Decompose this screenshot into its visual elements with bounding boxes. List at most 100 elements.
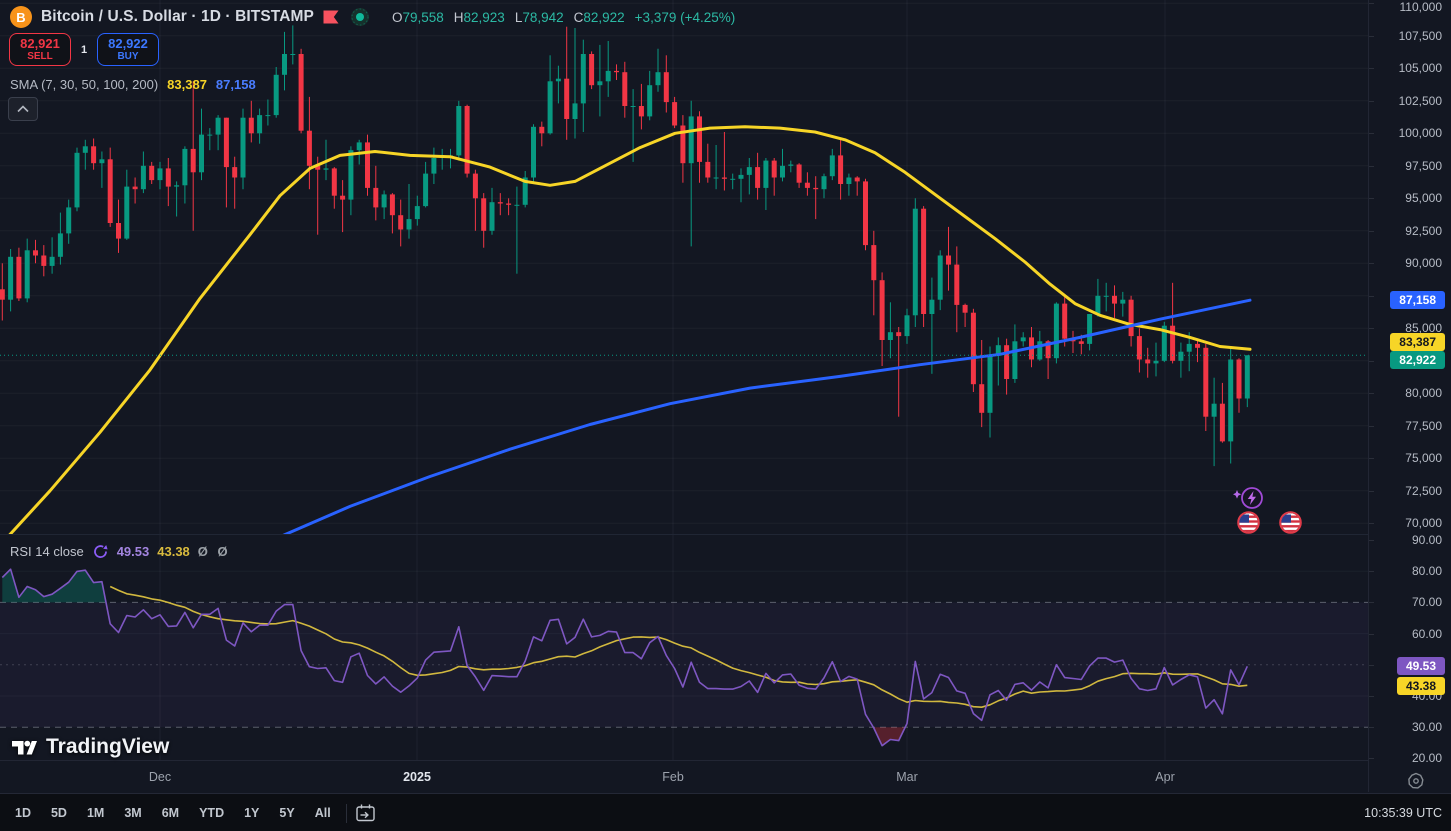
sma-fast-price-label: 83,387 (1390, 333, 1445, 351)
price-tick-mark (1369, 100, 1374, 102)
sell-price: 82,921 (20, 35, 60, 51)
buy-button[interactable]: 82,922 BUY (97, 33, 159, 66)
symbol-title[interactable]: Bitcoin / U.S. Dollar · 1D · BITSTAMP (41, 8, 314, 25)
date-range-buttons: 1D 5D 1M 3M 6M YTD 1Y 5Y All (8, 803, 338, 823)
rsi-tick-mark (1369, 664, 1374, 666)
rsi-ma-value: 43.38 (157, 544, 190, 559)
range-button-3m[interactable]: 3M (124, 806, 142, 820)
price-tick: 75,000 (1405, 451, 1442, 466)
chevron-up-icon (17, 105, 29, 113)
rsi-tick: 70.00 (1411, 595, 1442, 610)
rsi-value-label: 49.53 (1396, 657, 1445, 675)
rsi-indicator-pane[interactable] (0, 534, 1368, 760)
price-tick-mark (1369, 230, 1374, 232)
bitcoin-icon: B (10, 6, 32, 28)
buy-price: 82,922 (108, 35, 148, 51)
price-tick-mark (1369, 35, 1374, 37)
price-tick: 110,000 (1399, 0, 1443, 14)
gear-icon[interactable] (1406, 771, 1426, 791)
price-tick: 102,500 (1398, 93, 1442, 108)
tradingview-logo-icon (12, 740, 37, 755)
price-tick-mark (1369, 165, 1374, 167)
last-price-label: 82,922 (1390, 351, 1445, 369)
sma-legend-title: SMA (7, 30, 50, 100, 200) (10, 77, 159, 92)
go-to-date-button[interactable] (355, 803, 377, 823)
crypto-event-icon[interactable] (1233, 484, 1265, 517)
price-tick-mark (1369, 198, 1374, 200)
sma-slow-price-label: 87,158 (1390, 291, 1445, 309)
rsi-tick: 90.00 (1411, 533, 1442, 547)
collapse-legend-button[interactable] (8, 97, 38, 121)
bitcoin-glyph: B (16, 9, 26, 25)
rsi-tick: 80.00 (1411, 564, 1442, 579)
buy-label: BUY (117, 50, 139, 62)
rsi-legend: RSI 14 close 49.53 43.38 Ø Ø (10, 543, 231, 560)
sell-button[interactable]: 82,921 SELL (9, 33, 71, 66)
ohlc-values: O79,558 H82,923 L78,942 C82,922 +3,379 (… (392, 10, 735, 25)
low-label: L (514, 9, 523, 25)
market-status-icon[interactable] (349, 6, 371, 28)
price-tick-mark (1369, 133, 1374, 135)
sma-legend: SMA (7, 30, 50, 100, 200) 83,387 87,158 (10, 77, 256, 92)
price-tick-mark (1369, 523, 1374, 525)
price-tick: 70,000 (1405, 516, 1442, 531)
range-button-1y[interactable]: 1Y (244, 806, 260, 820)
time-axis[interactable]: Dec 2025 Feb Mar Apr (0, 760, 1368, 794)
high-label: H (453, 9, 464, 25)
server-clock[interactable]: 10:35:39 UTC (1364, 806, 1442, 820)
sma-slow-value: 87,158 (215, 77, 256, 92)
flag-icon[interactable] (323, 9, 340, 25)
price-tick: 90,000 (1405, 256, 1442, 271)
time-label-2025: 2025 (403, 770, 431, 784)
price-tick: 85,000 (1405, 321, 1442, 336)
range-button-1m[interactable]: 1M (86, 806, 105, 820)
toolbar-divider (345, 803, 347, 823)
rsi-tick-mark (1369, 727, 1374, 729)
time-label-dec: Dec (148, 770, 172, 784)
low-value: 78,942 (522, 9, 564, 25)
price-tick: 107,500 (1398, 28, 1442, 43)
close-value: 82,922 (583, 9, 625, 25)
rsi-tick-mark (1369, 758, 1374, 760)
range-button-5d[interactable]: 5D (50, 806, 67, 820)
price-chart-pane[interactable] (0, 0, 1368, 534)
rsi-refresh-icon[interactable] (92, 543, 109, 560)
rsi-tick-mark (1369, 602, 1374, 604)
range-button-6m[interactable]: 6M (161, 806, 180, 820)
price-tick: 77,500 (1405, 418, 1442, 433)
close-label: C (573, 9, 584, 25)
price-axis[interactable]: 110,000 107,500 105,000 102,500 100,000 97,50… (1368, 0, 1451, 792)
rsi-ma-value-label: 43.38 (1396, 677, 1445, 695)
rsi-tick: 30.00 (1411, 720, 1442, 735)
price-tick-mark (1369, 425, 1374, 427)
price-tick: 72,500 (1405, 483, 1442, 498)
price-tick-mark (1369, 458, 1374, 460)
open-label: O (391, 9, 403, 25)
tradingview-logo[interactable]: TradingView (10, 733, 169, 761)
price-tick-mark (1369, 490, 1374, 492)
change-value: +3,379 (+4.25%) (634, 9, 736, 25)
price-tick: 100,000 (1398, 126, 1442, 141)
range-button-5y[interactable]: 5Y (279, 806, 295, 820)
calendar-icon (355, 804, 375, 822)
range-button-1d[interactable]: 1D (15, 806, 31, 820)
us-economic-event-icon[interactable] (1278, 510, 1303, 540)
range-button-ytd[interactable]: YTD (199, 806, 225, 820)
rsi-tick: 60.00 (1411, 626, 1442, 641)
us-economic-event-icon[interactable] (1236, 510, 1261, 540)
time-label-feb: Feb (662, 770, 684, 784)
price-tick-mark (1369, 295, 1374, 297)
rsi-tick-mark (1369, 571, 1374, 573)
time-label-mar: Mar (896, 770, 918, 784)
sell-label: SELL (27, 50, 53, 62)
rsi-value: 49.53 (116, 544, 150, 559)
price-tick-mark (1369, 3, 1374, 5)
price-tick: 92,500 (1405, 223, 1442, 238)
symbol-header: B Bitcoin / U.S. Dollar · 1D · BITSTAMP … (10, 4, 735, 30)
price-tick-mark (1369, 328, 1374, 330)
range-button-all[interactable]: All (314, 806, 331, 820)
price-tick: 97,500 (1405, 158, 1442, 173)
pane-divider[interactable] (0, 534, 1368, 535)
rsi-tick: 20.00 (1411, 751, 1442, 766)
